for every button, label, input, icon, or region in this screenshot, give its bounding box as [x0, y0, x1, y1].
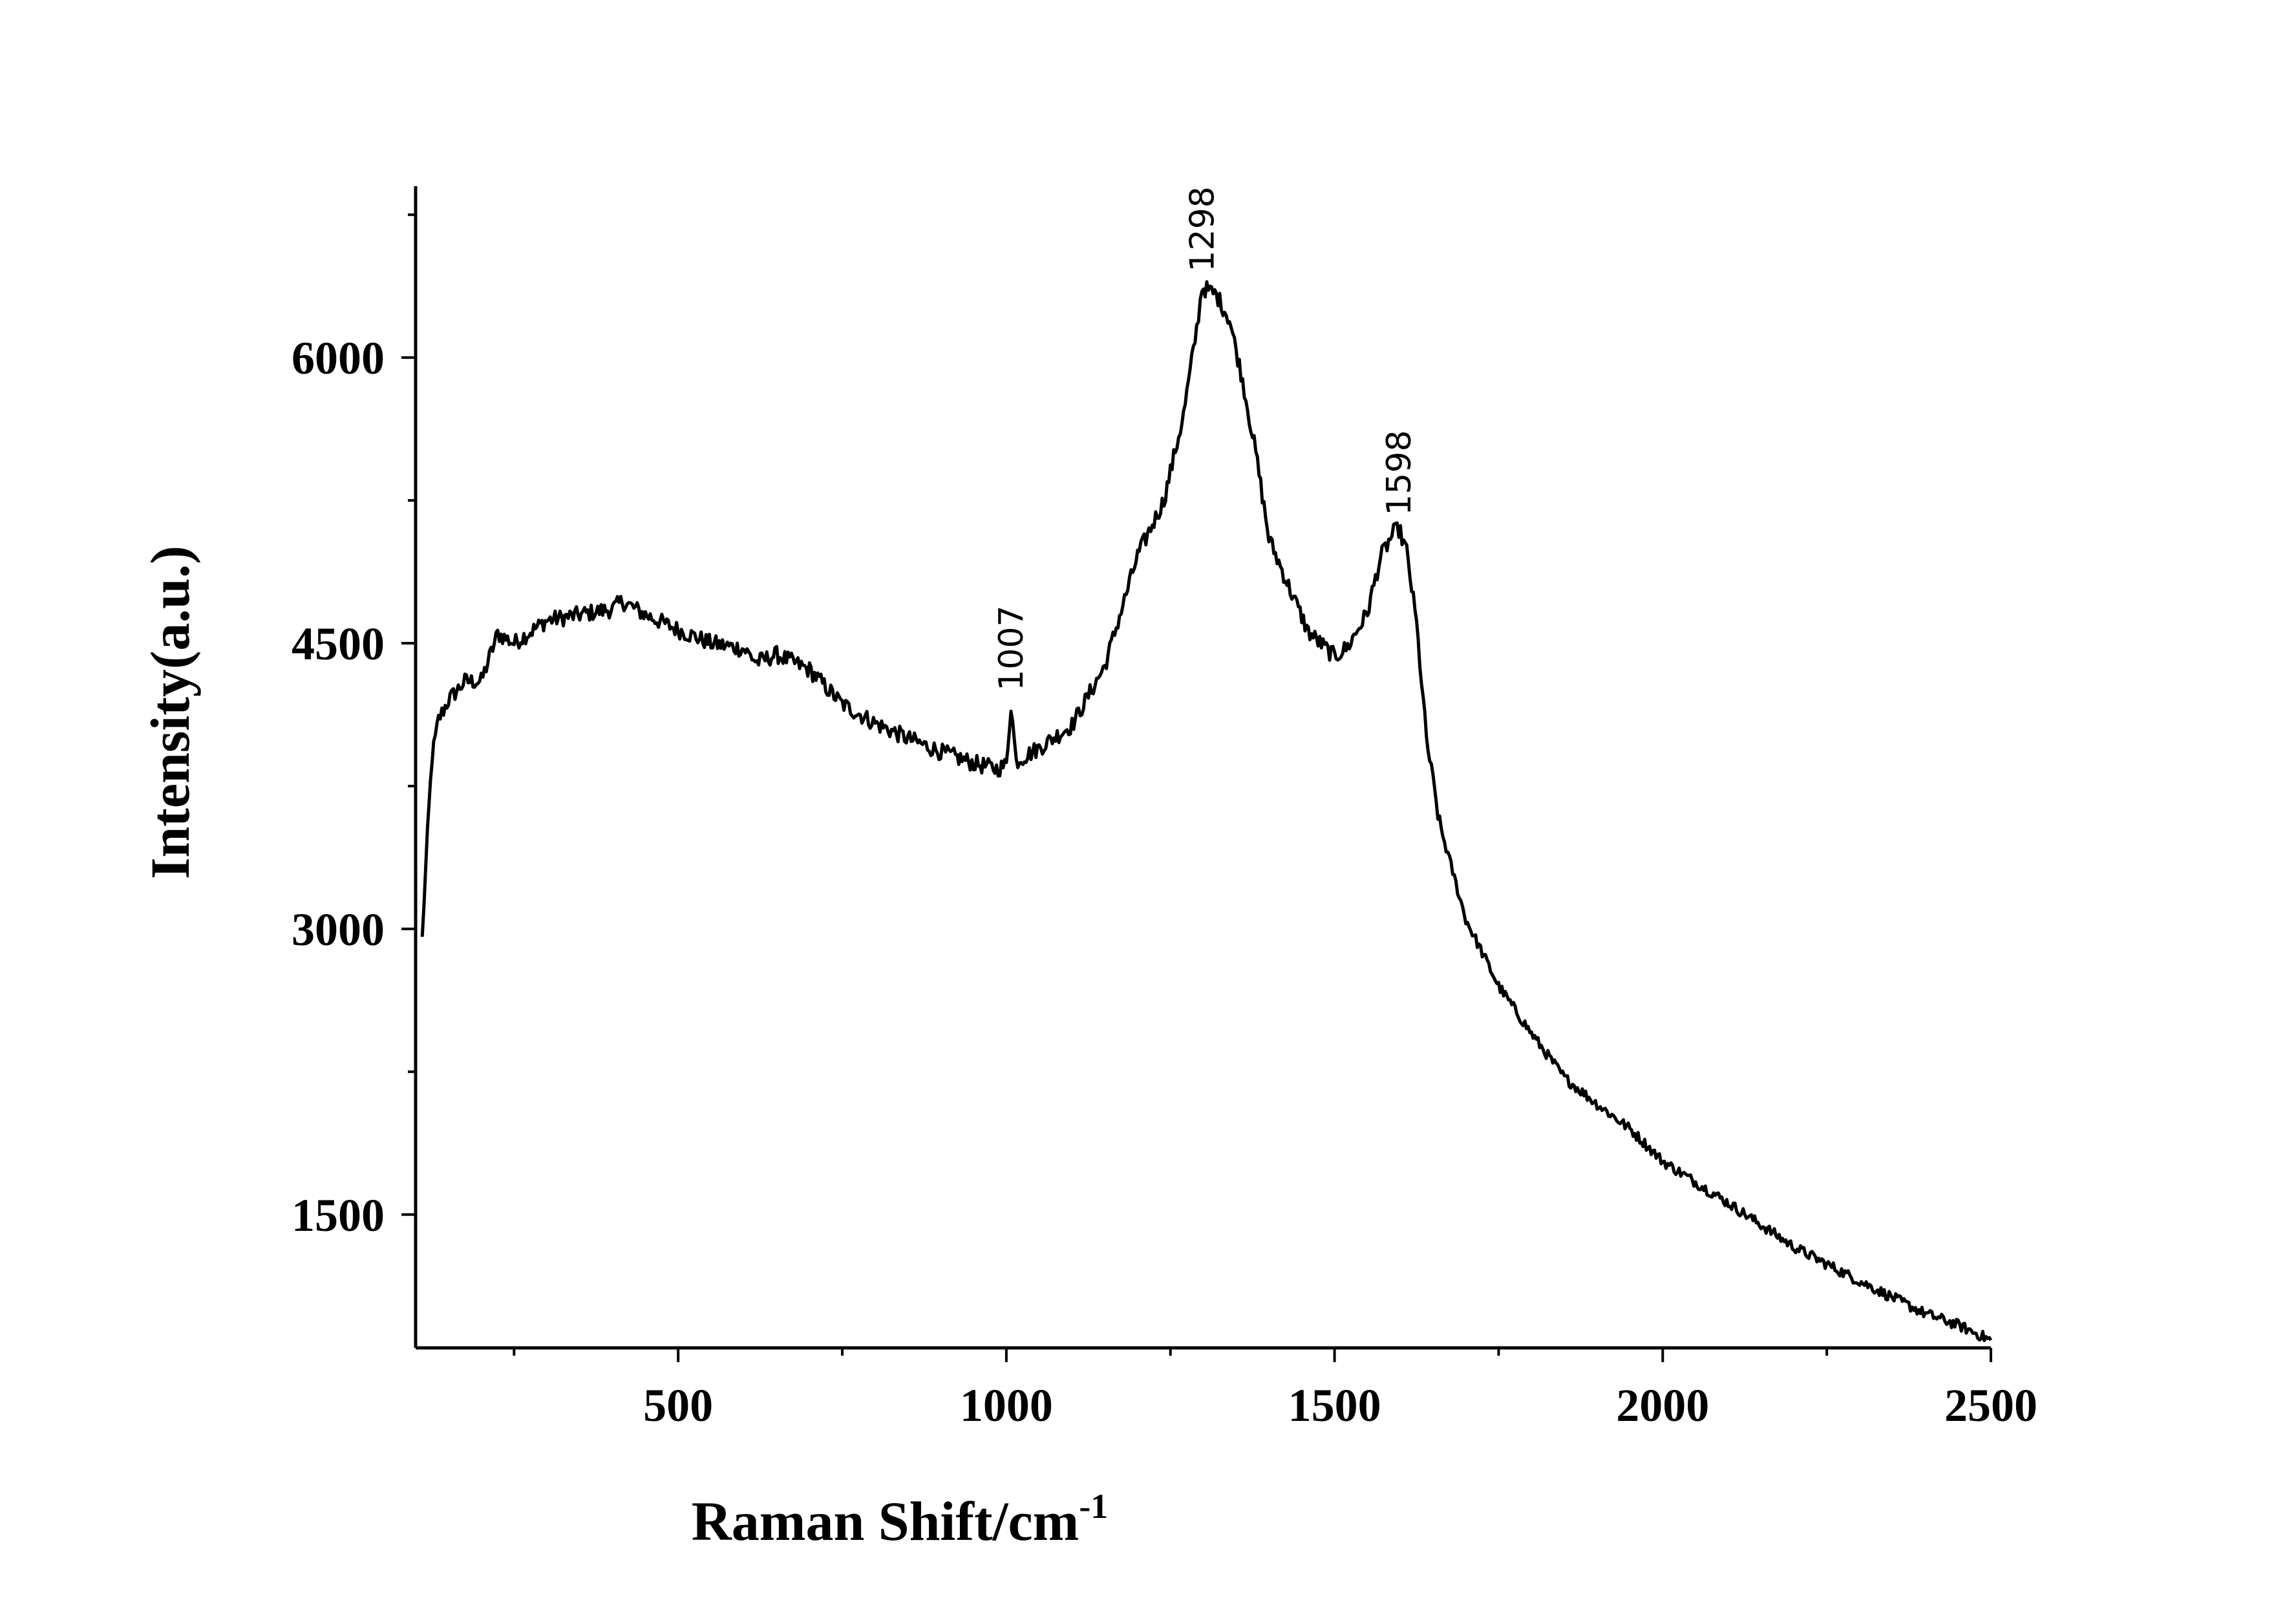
plot-area: [420, 280, 1993, 1343]
x-axis-title-main: Raman Shift/cm: [692, 1490, 1079, 1552]
peak-label-1007: 1007: [992, 605, 1031, 690]
x-tick-label: 1000: [960, 1380, 1053, 1431]
y-tick-label: 4500: [292, 618, 385, 670]
peak-label-1598: 1598: [1380, 430, 1419, 515]
y-tick-label: 6000: [292, 332, 385, 384]
x-axis-title: Raman Shift/cm-1: [692, 1487, 1109, 1552]
labels: 1007 1298 1598: [992, 186, 1419, 690]
y-axis-title: Intensity(a.u.): [139, 546, 201, 879]
x-tick-label: 2500: [1944, 1380, 2037, 1431]
ticks: 500 1000 1500 2000 2500 1500 3000 4500 6000: [292, 213, 2037, 1431]
peak-label-1298: 1298: [1184, 186, 1222, 272]
x-tick-label: 500: [643, 1380, 713, 1431]
spectrum-line-0: [420, 280, 1993, 1343]
y-tick-label: 1500: [292, 1189, 385, 1241]
x-axis-title-superscript: -1: [1079, 1487, 1108, 1526]
x-tick-label: 1500: [1288, 1380, 1381, 1431]
y-tick-label: 3000: [292, 904, 385, 955]
axes: [414, 186, 1991, 1350]
x-tick-label: 2000: [1616, 1380, 1709, 1431]
